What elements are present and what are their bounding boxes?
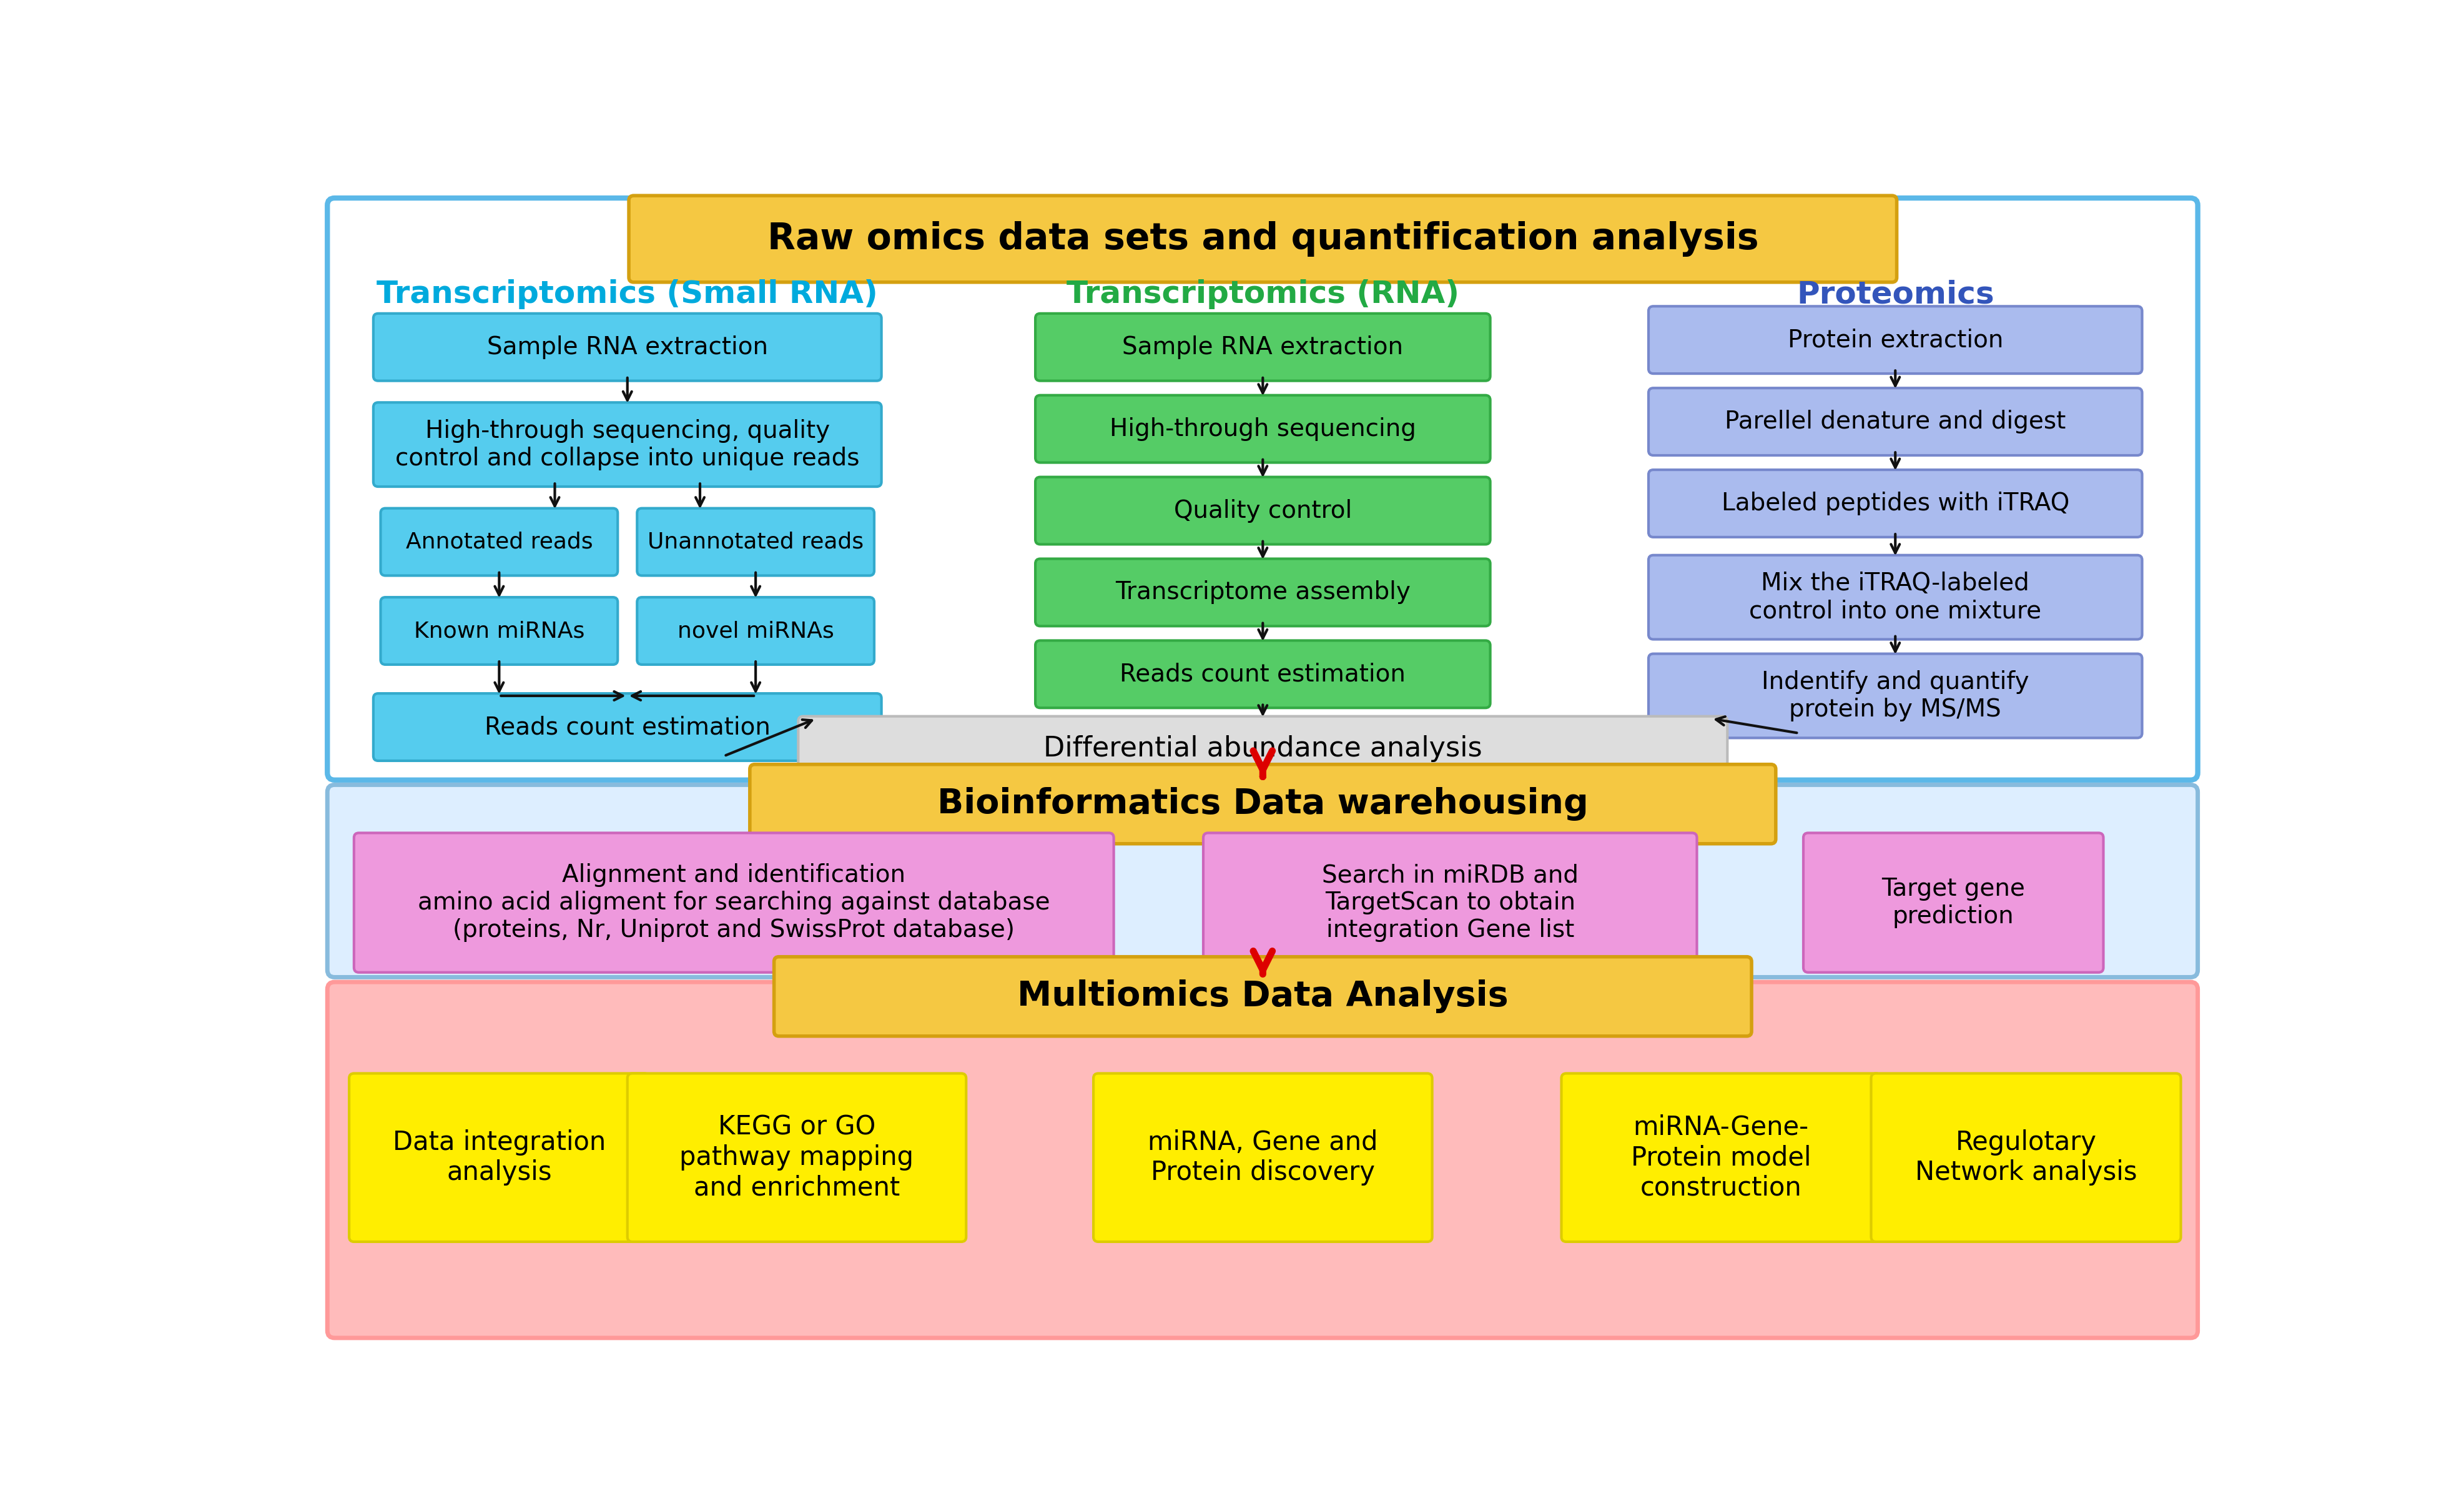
Text: Proteomics: Proteomics [1796,279,1993,309]
FancyBboxPatch shape [628,1074,966,1242]
Text: Transcriptome assembly: Transcriptome assembly [1116,580,1409,604]
Text: Reads count estimation: Reads count estimation [1119,663,1407,687]
Text: Protein extraction: Protein extraction [1786,328,2003,352]
Text: Parellel denature and digest: Parellel denature and digest [1725,410,2065,434]
Text: Search in miRDB and
TargetScan to obtain
integration Gene list: Search in miRDB and TargetScan to obtain… [1321,863,1579,943]
Text: Known miRNAs: Known miRNAs [414,620,584,642]
FancyBboxPatch shape [1870,1074,2181,1242]
FancyBboxPatch shape [328,197,2198,780]
Text: Differential abundance analysis: Differential abundance analysis [1042,735,1483,762]
Text: Bioinformatics Data warehousing: Bioinformatics Data warehousing [936,788,1589,821]
Text: KEGG or GO
pathway mapping
and enrichment: KEGG or GO pathway mapping and enrichmen… [680,1114,914,1202]
Text: Annotated reads: Annotated reads [407,532,594,553]
Text: Raw omics data sets and quantification analysis: Raw omics data sets and quantification a… [766,221,1759,256]
FancyBboxPatch shape [798,717,1727,782]
FancyBboxPatch shape [1035,477,1491,544]
Text: Sample RNA extraction: Sample RNA extraction [1121,336,1404,358]
Text: Quality control: Quality control [1173,498,1353,523]
Text: Multiomics Data Analysis: Multiomics Data Analysis [1018,979,1508,1014]
FancyBboxPatch shape [1804,833,2104,973]
FancyBboxPatch shape [375,402,882,486]
Text: miRNA, Gene and
Protein discovery: miRNA, Gene and Protein discovery [1148,1130,1377,1185]
Text: Unannotated reads: Unannotated reads [648,532,865,553]
Text: Indentify and quantify
protein by MS/MS: Indentify and quantify protein by MS/MS [1762,670,2028,721]
FancyBboxPatch shape [1648,470,2141,538]
Text: Reads count estimation: Reads count estimation [485,715,771,739]
FancyBboxPatch shape [749,765,1777,843]
Text: High-through sequencing: High-through sequencing [1109,417,1417,441]
FancyBboxPatch shape [375,693,882,761]
FancyBboxPatch shape [328,785,2198,977]
FancyBboxPatch shape [1562,1074,1880,1242]
FancyBboxPatch shape [1094,1074,1432,1242]
FancyBboxPatch shape [375,313,882,381]
Text: High-through sequencing, quality
control and collapse into unique reads: High-through sequencing, quality control… [394,419,860,470]
FancyBboxPatch shape [638,508,875,575]
Text: Data integration
analysis: Data integration analysis [392,1130,606,1185]
FancyBboxPatch shape [774,956,1752,1036]
FancyBboxPatch shape [1648,556,2141,640]
FancyBboxPatch shape [1035,395,1491,462]
FancyBboxPatch shape [379,598,618,664]
FancyBboxPatch shape [350,1074,648,1242]
FancyBboxPatch shape [1202,833,1698,973]
Text: Sample RNA extraction: Sample RNA extraction [488,336,769,358]
Text: Labeled peptides with iTRAQ: Labeled peptides with iTRAQ [1722,491,2070,515]
Text: Target gene
prediction: Target gene prediction [1882,876,2025,928]
Text: miRNA-Gene-
Protein model
construction: miRNA-Gene- Protein model construction [1631,1114,1811,1202]
Text: Mix the iTRAQ-labeled
control into one mixture: Mix the iTRAQ-labeled control into one m… [1749,572,2043,623]
FancyBboxPatch shape [379,508,618,575]
Text: Transcriptomics (Small RNA): Transcriptomics (Small RNA) [377,279,877,309]
FancyBboxPatch shape [638,598,875,664]
Text: novel miRNAs: novel miRNAs [678,620,833,642]
FancyBboxPatch shape [1035,640,1491,708]
FancyBboxPatch shape [628,196,1897,282]
FancyBboxPatch shape [1648,389,2141,455]
FancyBboxPatch shape [1035,559,1491,626]
FancyBboxPatch shape [1648,306,2141,373]
FancyBboxPatch shape [355,833,1114,973]
FancyBboxPatch shape [1648,654,2141,738]
Text: Regulotary
Network analysis: Regulotary Network analysis [1915,1130,2136,1185]
Text: Alignment and identification
amino acid aligment for searching against database
: Alignment and identification amino acid … [419,863,1050,943]
FancyBboxPatch shape [328,982,2198,1337]
Text: Transcriptomics (RNA): Transcriptomics (RNA) [1067,279,1459,309]
FancyBboxPatch shape [1035,313,1491,381]
